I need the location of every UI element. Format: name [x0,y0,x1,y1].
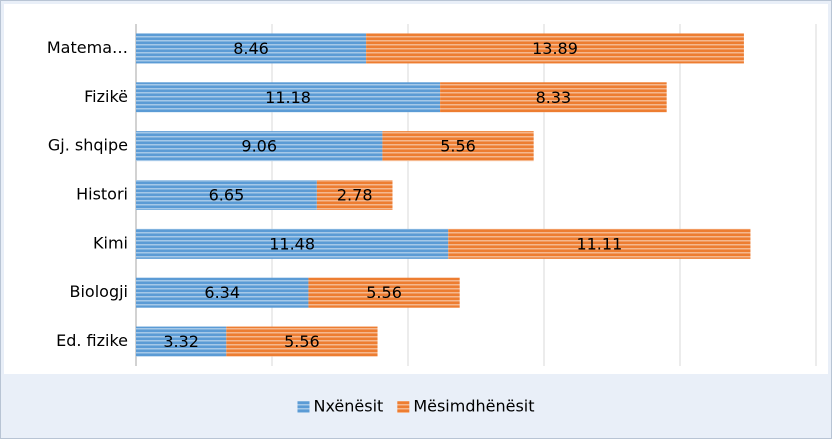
data-label: 11.48 [269,234,315,253]
data-label: 3.32 [163,332,199,351]
y-tick-label: Kimi [93,233,128,252]
legend-label: Nxënësit [313,397,383,416]
data-label: 6.65 [209,186,245,205]
data-label: 9.06 [241,137,277,156]
bar-segment [226,326,378,357]
bar-segment [316,180,393,210]
bar-segment [448,228,751,259]
data-label: 5.56 [284,332,320,351]
bar-segment [136,326,227,357]
legend-swatch [297,401,310,413]
data-label: 13.89 [532,39,578,58]
bar-segment [136,180,317,210]
legend-label: Mësimdhënësit [413,397,534,416]
y-tick-label: Biologji [70,282,129,301]
y-tick-label: Gj. shqipe [48,136,128,155]
y-tick-label: Histori [76,185,128,204]
bar-segment [136,33,367,64]
bar-segment [136,82,441,113]
data-label: 11.11 [576,234,622,253]
bar-segment [136,131,383,162]
y-tick-label: Matema… [47,38,128,57]
bar-segment [366,33,744,64]
legend-swatch [397,401,410,413]
data-label: 11.18 [265,88,311,107]
y-tick-label: Fizikë [84,87,128,106]
bar-segment [440,82,667,113]
bar-segment [308,277,460,308]
data-label: 5.56 [366,283,402,302]
data-label: 8.33 [536,88,572,107]
data-label: 2.78 [337,186,373,205]
data-label: 8.46 [233,39,269,58]
bar-segment [136,228,449,259]
legend: Nxënësit Mësimdhënësit [297,397,535,416]
data-label: 6.34 [204,283,240,302]
bar-segment [382,131,534,162]
y-tick-label: Ed. fizike [56,331,128,350]
data-label: 5.56 [440,137,476,156]
bar-segment [136,277,309,308]
